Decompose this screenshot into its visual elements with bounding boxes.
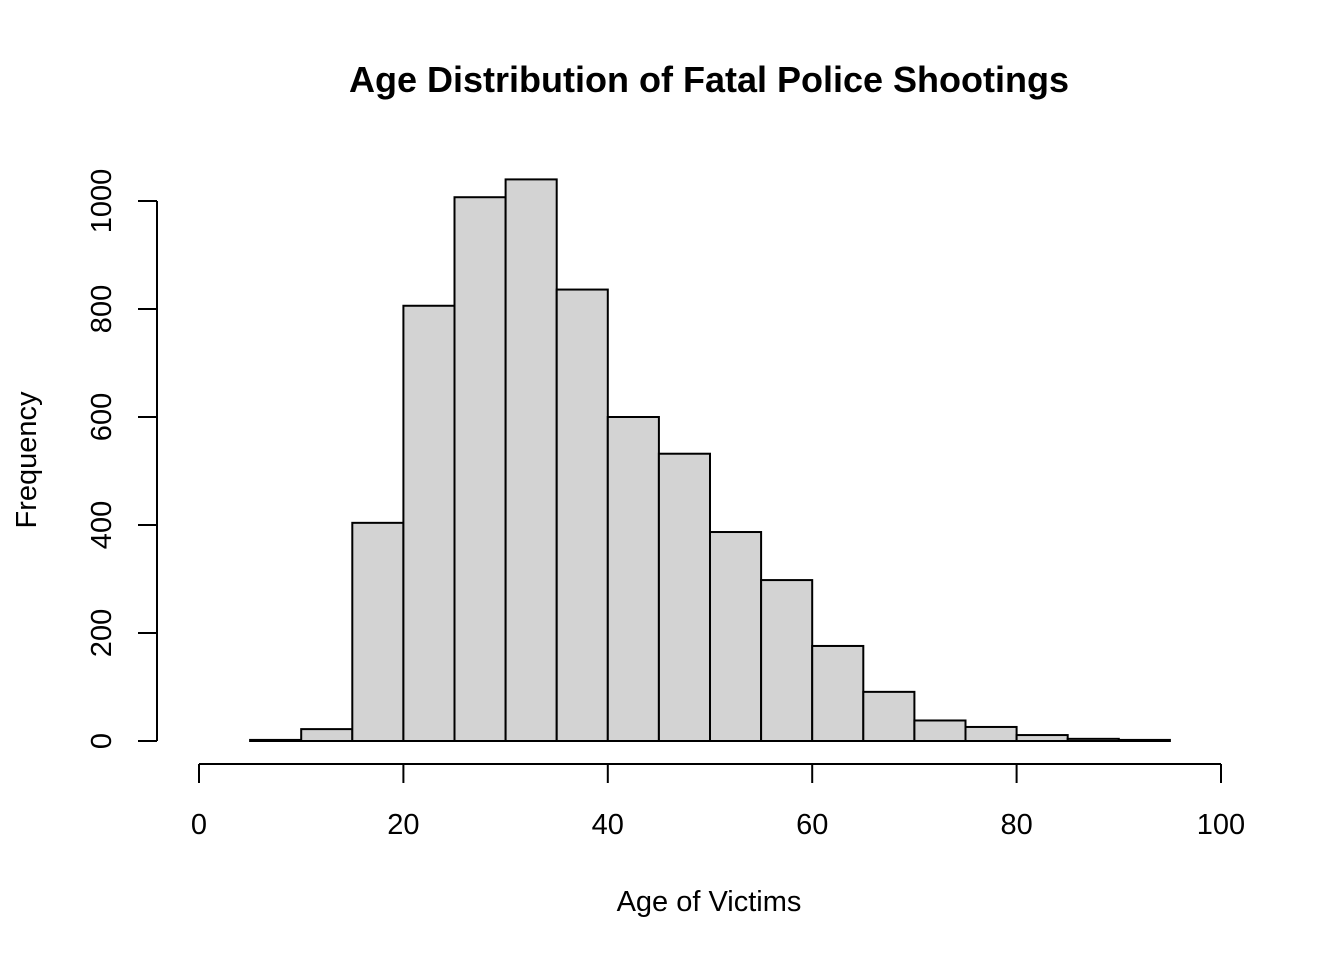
x-tick-label-40: 40 xyxy=(592,809,624,841)
x-tick-label-100: 100 xyxy=(1197,809,1245,841)
x-axis-label: Age of Victims xyxy=(617,886,802,918)
histogram-bar-65-70 xyxy=(862,690,916,742)
x-tick-label-80: 80 xyxy=(1000,809,1032,841)
histogram-bar-55-60 xyxy=(760,579,814,743)
y-axis: 0 200 400 600 800 1000 xyxy=(86,169,158,749)
histogram-bar-15-20 xyxy=(351,521,405,743)
chart-title: Age Distribution of Fatal Police Shootin… xyxy=(349,59,1069,100)
histogram-bar-85-90 xyxy=(1066,737,1120,743)
histogram-bar-45-50 xyxy=(657,452,712,742)
y-tick-label-1000: 1000 xyxy=(86,169,118,234)
y-tick-label-600: 600 xyxy=(86,393,118,441)
histogram-bar-75-80 xyxy=(964,725,1018,743)
histogram-bar-70-75 xyxy=(913,719,967,742)
histogram-bar-50-55 xyxy=(709,531,763,743)
bars-group xyxy=(249,178,1171,743)
histogram-bar-20-25 xyxy=(402,304,456,742)
histogram-bar-35-40 xyxy=(555,288,609,742)
histogram-bar-90-95 xyxy=(1117,738,1171,742)
x-tick-label-20: 20 xyxy=(387,809,419,841)
y-tick-label-800: 800 xyxy=(86,285,118,333)
y-tick-label-0: 0 xyxy=(86,733,118,749)
y-tick-label-400: 400 xyxy=(86,501,118,549)
histogram-bar-10-15 xyxy=(300,728,354,742)
x-axis: 0 20 40 60 80 100 xyxy=(191,763,1245,841)
histogram-bar-60-65 xyxy=(811,644,865,743)
histogram-bar-30-35 xyxy=(504,178,558,742)
histogram-bar-5-10 xyxy=(249,738,303,742)
y-axis-label: Frequency xyxy=(11,391,43,529)
x-tick-label-0: 0 xyxy=(191,809,207,841)
histogram-bar-40-45 xyxy=(606,416,660,742)
y-tick-label-200: 200 xyxy=(86,609,118,657)
histogram-bar-25-30 xyxy=(453,196,507,743)
x-tick-label-60: 60 xyxy=(796,809,828,841)
histogram-bar-80-85 xyxy=(1015,734,1069,742)
